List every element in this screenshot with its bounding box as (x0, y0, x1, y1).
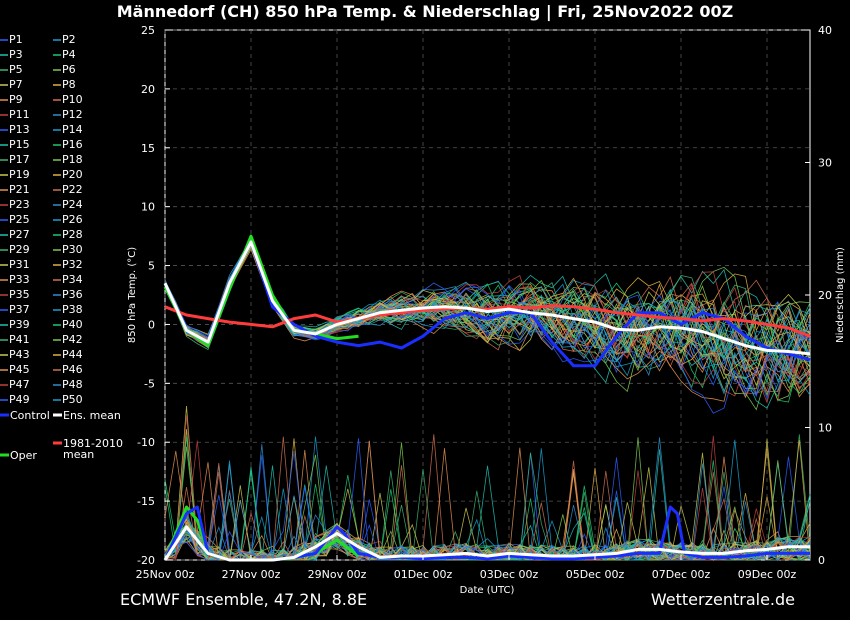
legend-label: P43 (9, 348, 30, 361)
legend-label: P39 (9, 318, 30, 331)
ens-mean-precip-line (163, 525, 810, 562)
legend-label: P46 (62, 363, 83, 376)
legend-label: P42 (62, 333, 83, 346)
legend-label: P24 (62, 198, 83, 211)
y2-tick-label: 10 (818, 422, 832, 435)
legend-label: P14 (62, 123, 83, 136)
legend-label: P32 (62, 258, 83, 271)
y-tick-label: 5 (148, 260, 155, 273)
legend-label: P15 (9, 138, 30, 151)
legend-label: P13 (9, 123, 30, 136)
legend-label: Control (10, 409, 50, 422)
x-tick-label: 03Dec 00z (480, 568, 539, 581)
legend-label: 1981-2010 mean (63, 437, 123, 461)
legend-label: P30 (62, 243, 83, 256)
y2-tick-label: 0 (818, 554, 825, 567)
x-tick-label: 07Dec 00z (652, 568, 711, 581)
y2-tick-label: 40 (818, 24, 832, 37)
legend-label: P12 (62, 108, 83, 121)
legend-label: P5 (9, 63, 23, 76)
legend-label: P2 (62, 33, 76, 46)
y-axis-label: 850 hPa Temp. (°C) (127, 247, 138, 343)
legend-label: P10 (62, 93, 83, 106)
axes: -20 -15 -10 -5 0 5 10 15 20 25 0 10 20 30 40 25Nov 00z 2… (136, 24, 832, 581)
legend: P1 P2 P3 P4 P5 P6 P7 P8 P9 P10 P11 P12 P13 P14 P15 P16 P… (0, 33, 123, 462)
y2-tick-label: 30 (818, 157, 832, 170)
legend-label: P7 (9, 78, 23, 91)
legend-label: P34 (62, 273, 83, 286)
legend-label: P16 (62, 138, 83, 151)
legend-label: P29 (9, 243, 30, 256)
legend-label: P31 (9, 258, 30, 271)
legend-label: P49 (9, 393, 30, 406)
legend-label: P33 (9, 273, 30, 286)
legend-label: P48 (62, 378, 83, 391)
legend-label: P21 (9, 183, 30, 196)
legend-label: P37 (9, 303, 30, 316)
y-tick-label: -10 (137, 436, 155, 449)
climate-mean-line (164, 304, 811, 338)
legend-label: P1 (9, 33, 23, 46)
y-tick-label: 0 (148, 318, 155, 331)
legend-label: P44 (62, 348, 83, 361)
legend-label: P36 (62, 288, 83, 301)
legend-label: P11 (9, 108, 30, 121)
x-tick-label: 01Dec 00z (394, 568, 453, 581)
legend-label: P6 (62, 63, 76, 76)
legend-label: P45 (9, 363, 30, 376)
legend-label: P38 (62, 303, 83, 316)
legend-label: P20 (62, 168, 83, 181)
y-tick-label: -5 (144, 377, 155, 390)
y2-tick-label: 20 (818, 289, 832, 302)
legend-label: P17 (9, 153, 30, 166)
legend-label: P22 (62, 183, 83, 196)
chart-title: Männedorf (CH) 850 hPa Temp. & Niedersch… (117, 2, 734, 22)
y-tick-label: 25 (141, 24, 155, 37)
footer-brand-text: Wetterzentrale.de (651, 590, 795, 609)
legend-label: P9 (9, 93, 23, 106)
y2-axis-label: Niederschlag (mm) (835, 247, 846, 343)
x-tick-label: 29Nov 00z (308, 568, 367, 581)
legend-label: P19 (9, 168, 30, 181)
oper-temp-line (163, 234, 359, 348)
legend-label: P28 (62, 228, 83, 241)
legend-label: P41 (9, 333, 30, 346)
y-tick-label: 10 (141, 201, 155, 214)
y-tick-label: -20 (137, 554, 155, 567)
legend-label: P18 (62, 153, 83, 166)
legend-label: P8 (62, 78, 76, 91)
x-tick-label: 25Nov 00z (136, 568, 195, 581)
legend-label: P4 (62, 48, 76, 61)
legend-label: P23 (9, 198, 30, 211)
y-tick-label: -15 (137, 495, 155, 508)
y-tick-label: 15 (141, 142, 155, 155)
ens-mean-temp-line (163, 240, 811, 356)
legend-label: Ens. mean (63, 409, 121, 422)
legend-label: Oper (10, 449, 37, 462)
legend-label: P50 (62, 393, 83, 406)
legend-label: P40 (62, 318, 83, 331)
x-axis-label: Date (UTC) (460, 585, 515, 596)
highlight-series (163, 234, 811, 562)
legend-label: P3 (9, 48, 23, 61)
control-temp-line (163, 240, 811, 368)
y-tick-label: 20 (141, 83, 155, 96)
legend-label: P35 (9, 288, 30, 301)
legend-label: P47 (9, 378, 30, 391)
legend-label: P25 (9, 213, 30, 226)
x-tick-label: 05Dec 00z (566, 568, 625, 581)
x-tick-label: 27Nov 00z (222, 568, 281, 581)
x-tick-label: 09Dec 00z (738, 568, 797, 581)
legend-label: P26 (62, 213, 83, 226)
legend-label: P27 (9, 228, 30, 241)
footer-source-text: ECMWF Ensemble, 47.2N, 8.8E (120, 590, 367, 609)
